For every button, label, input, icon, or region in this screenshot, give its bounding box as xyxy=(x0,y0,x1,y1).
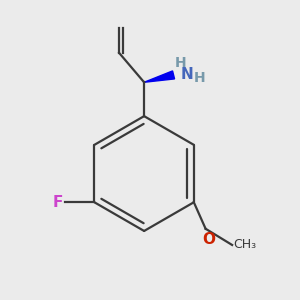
Text: O: O xyxy=(202,232,215,247)
Polygon shape xyxy=(144,71,175,82)
Text: CH₃: CH₃ xyxy=(234,238,257,251)
Text: N: N xyxy=(181,68,194,82)
Text: H: H xyxy=(194,71,206,85)
Text: F: F xyxy=(52,195,63,210)
Text: H: H xyxy=(175,56,187,70)
